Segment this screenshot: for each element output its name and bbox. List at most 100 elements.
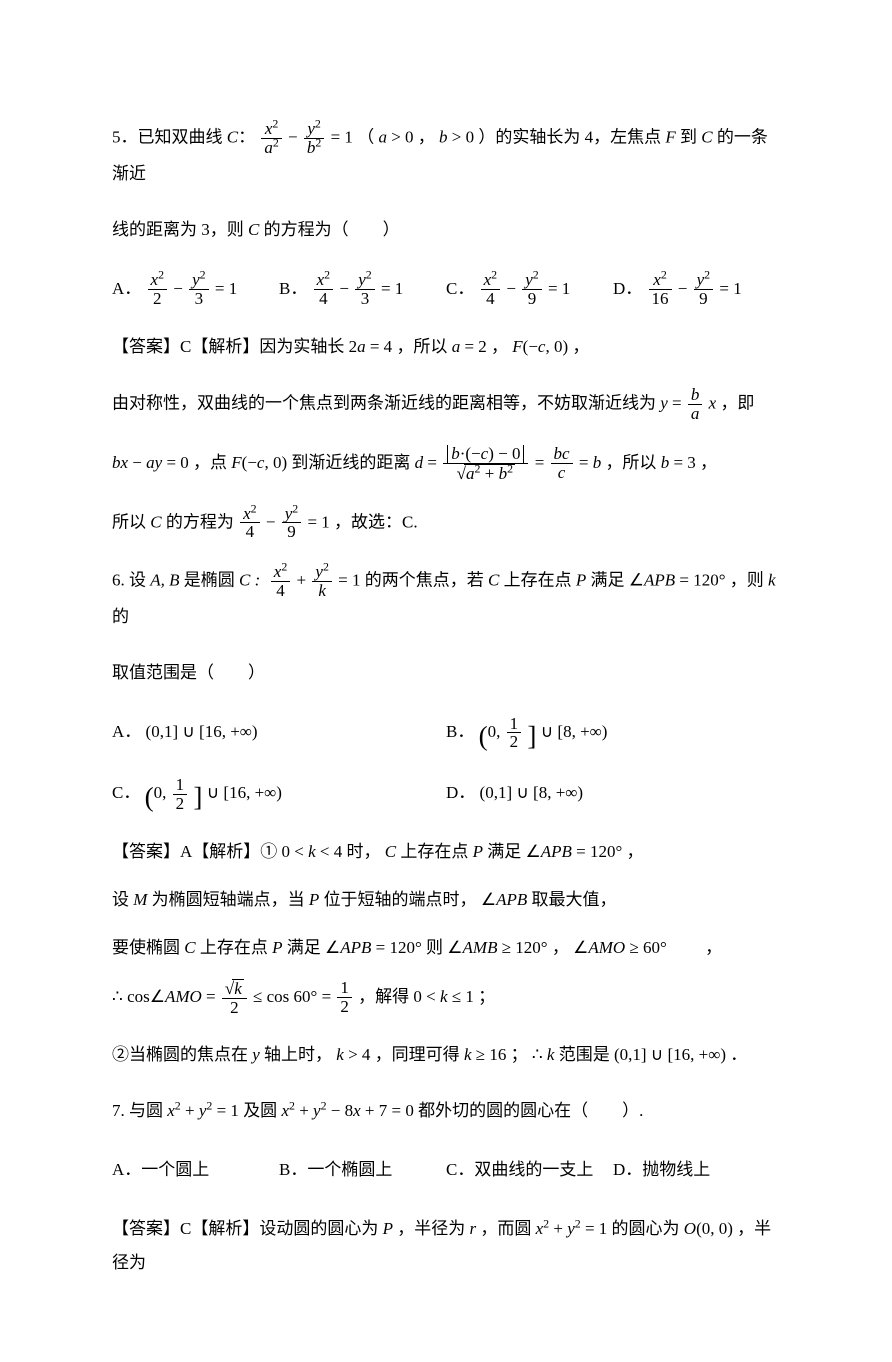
eq: F(−c, 0) <box>231 453 287 472</box>
eq: = b <box>579 453 601 472</box>
q6-options-row2: C． (0, 12 ] ∪ [16, +∞) D． (0,1] ∪ [8, +∞… <box>112 773 780 812</box>
text: 所以 <box>112 512 150 531</box>
big-frac: b·(−c) − 0 √a2 + b2 <box>443 445 528 483</box>
var: P <box>576 570 586 589</box>
text: 【答案】C【解析】因为实轴长 <box>112 337 349 356</box>
q5-option-c: C． x24 − y29 = 1 <box>446 269 613 308</box>
text: 的方程为（ ） <box>264 220 400 239</box>
text: 及圆 <box>243 1101 281 1120</box>
q5-answer-line3: bx − ay = 0 ，点 F(−c, 0) 到渐近线的距离 d = b·(−… <box>112 445 780 483</box>
text: 则 <box>426 938 447 957</box>
tail: ∪ [8, +∞) <box>541 722 608 741</box>
var: P <box>309 890 319 909</box>
range: (0,1] ∪ [8, +∞) <box>480 783 584 802</box>
eq: x2 + y2 − 8x + 7 = 0 <box>281 1101 413 1120</box>
q5-answer-line1: 【答案】C【解析】因为实轴长 2a = 4 ，所以 a = 2 ， F(−c, … <box>112 330 780 364</box>
q7-option-b: B．一个椭圆上 <box>279 1150 446 1189</box>
q6-answer-line5: ②当椭圆的焦点在 y 轴上时， k > 4 ，同理可得 k ≥ 16 ； ∴ k… <box>112 1038 780 1072</box>
eq1: = 1 <box>331 127 358 146</box>
eq: 0 < k < 4 <box>282 842 343 861</box>
text: ， <box>627 842 644 861</box>
var: C <box>239 570 250 589</box>
text: ，同理可得 <box>375 1045 464 1064</box>
q6-options-row1: A． (0,1] ∪ [16, +∞) B． (0, 12 ] ∪ [8, +∞… <box>112 712 780 751</box>
eq: ∴ k <box>532 1045 555 1064</box>
q6-answer-line3: 要使椭圆 C 上存在点 P 满足 ∠APB = 120° 则 ∠AMB ≥ 12… <box>112 931 780 965</box>
var: M <box>133 890 147 909</box>
eq: 2a = 4 <box>349 337 393 356</box>
label: D． <box>613 279 642 298</box>
text: ， <box>700 453 717 472</box>
text: 为椭圆短轴端点，当 <box>152 890 309 909</box>
text: ，半径为 <box>397 1219 469 1238</box>
text: 位于短轴的端点时， <box>324 890 477 909</box>
text: ，所以 <box>605 453 660 472</box>
q5-stem-line2: 线的距离为 3，则 C 的方程为（ ） <box>112 213 780 247</box>
eq: ∠AMB ≥ 120° <box>447 938 547 957</box>
range: (0,1] ∪ [16, +∞) <box>614 1045 726 1064</box>
text: 的两个焦点，若 <box>365 570 488 589</box>
q6-answer-line1: 【答案】A【解析】① 0 < k < 4 时， C 上存在点 P 满足 ∠APB… <box>112 835 780 869</box>
text: 由对称性，双曲线的一个焦点到两条渐近线的距离相等，不妨取渐近线为 <box>112 393 660 412</box>
var: A, B <box>150 570 179 589</box>
q6-stem: 6. 设 A, B 是椭圆 C : x24 + y2k = 1 的两个焦点，若 … <box>112 563 780 634</box>
q6-option-c: C． (0, 12 ] ∪ [16, +∞) <box>112 773 446 812</box>
q6-option-a: A． (0,1] ∪ [16, +∞) <box>112 712 446 751</box>
text: 满足 <box>590 570 628 589</box>
text: 线的距离为 3，则 <box>112 220 248 239</box>
eq: b = 3 <box>661 453 696 472</box>
text: ，即 <box>720 393 754 412</box>
eq: ∴ cos∠AMO = <box>112 987 220 1006</box>
text: ； <box>511 1045 528 1064</box>
text: 上存在点 <box>504 570 576 589</box>
text: ， <box>572 337 589 356</box>
label: C． <box>112 783 140 802</box>
text: 要使椭圆 <box>112 938 184 957</box>
eq: 0 < k ≤ 1 <box>413 987 473 1006</box>
q5-answer-line4: 所以 C 的方程为 x24 − y29 = 1 ，故选：C. <box>112 505 780 542</box>
text: 的方程为 <box>166 512 238 531</box>
q6-answer-line4: ∴ cos∠AMO = √k2 ≤ cos 60° = 12 ，解得 0 < k… <box>112 979 780 1017</box>
text: 7. 与圆 <box>112 1101 167 1120</box>
eq: F(−c, 0) <box>512 337 568 356</box>
eq: x2 + y2 = 1 <box>167 1101 239 1120</box>
text: ，所以 <box>396 337 451 356</box>
q5-stem: 5．已知双曲线 C： x2 a2 − y2 b2 = 1 （ a > 0 ， b… <box>112 120 780 191</box>
var: P <box>272 938 282 957</box>
q5-var-c2: C <box>701 127 712 146</box>
q5-var-c: C <box>227 127 238 146</box>
label: B． <box>279 279 307 298</box>
label: C． <box>446 279 474 298</box>
label: A． <box>112 279 141 298</box>
q5-option-a: A． x22 − y23 = 1 <box>112 269 279 308</box>
text: ， <box>491 337 508 356</box>
q7-answer: 【答案】C【解析】设动圆的圆心为 P ，半径为 r ，而圆 x2 + y2 = … <box>112 1212 780 1280</box>
eq: k > 4 <box>336 1045 370 1064</box>
q5-a-gt-0: a > 0 <box>378 127 413 146</box>
text: 到 <box>680 127 701 146</box>
q5-frac-x2a2: x2 a2 <box>261 120 281 157</box>
q7-option-d: D．抛物线上 <box>613 1150 780 1189</box>
var-c: C <box>150 512 161 531</box>
minus: − <box>288 127 302 146</box>
var: r <box>469 1219 476 1238</box>
q5-frac-y2b2: y2 b2 <box>304 120 324 157</box>
q7-option-a: A．一个圆上 <box>112 1150 279 1189</box>
q5-option-b: B． x24 − y23 = 1 <box>279 269 446 308</box>
q5-answer-line2: 由对称性，双曲线的一个焦点到两条渐近线的距离相等，不妨取渐近线为 y = ba … <box>112 386 780 423</box>
var: C <box>385 842 396 861</box>
text: 取最大值， <box>531 890 616 909</box>
text: ，故选：C. <box>334 512 418 531</box>
text: 【答案】C【解析】设动圆的圆心为 <box>112 1219 383 1238</box>
text: 取值范围是（ ） <box>112 663 265 682</box>
text: 上存在点 <box>200 938 272 957</box>
eq: x2 + y2 = 1 <box>536 1219 608 1238</box>
range: (0,1] ∪ [16, +∞) <box>146 722 258 741</box>
text: 【答案】A【解析】① <box>112 842 282 861</box>
text: ②当椭圆的焦点在 <box>112 1045 252 1064</box>
text: （ <box>357 127 374 146</box>
text: ， <box>418 127 435 146</box>
q6-answer-line2: 设 M 为椭圆短轴端点，当 P 位于短轴的端点时， ∠APB 取最大值， <box>112 883 780 917</box>
text: 范围是 <box>559 1045 610 1064</box>
text: 到渐近线的距离 <box>291 453 414 472</box>
